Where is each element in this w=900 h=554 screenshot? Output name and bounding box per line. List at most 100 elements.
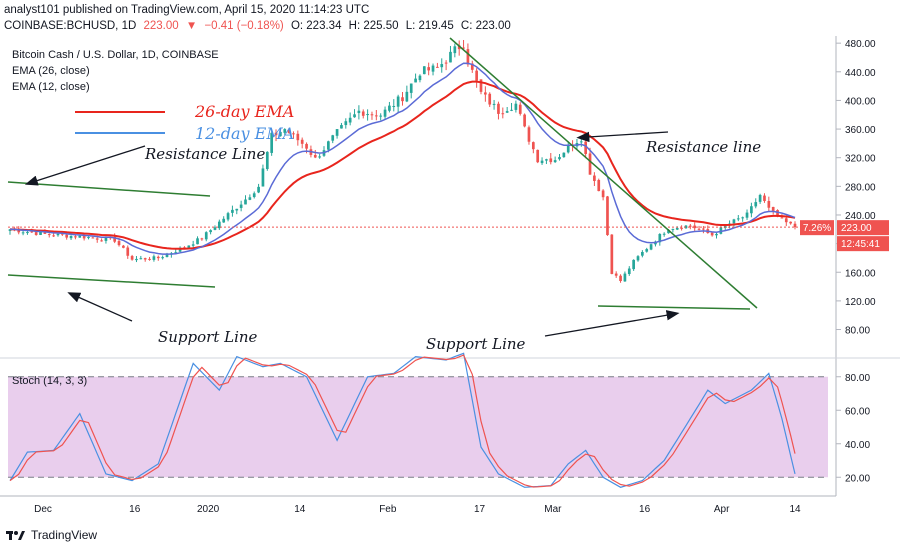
symbol-ohlc-line: COINBASE:BCHUSD, 1D 223.00 ▼ −0.41 (−0.1… bbox=[4, 18, 884, 34]
trendline-drawings bbox=[7, 37, 758, 310]
candle-body bbox=[444, 62, 448, 64]
candle-body bbox=[39, 231, 42, 235]
candle-body bbox=[265, 151, 269, 170]
candle-body bbox=[457, 45, 461, 50]
price-change: −0.41 (−0.18%) bbox=[204, 20, 284, 32]
candle-body bbox=[409, 83, 413, 93]
candle-body bbox=[165, 254, 169, 258]
candle-body bbox=[139, 258, 143, 260]
price-chart[interactable]: 480.00 440.00 400.00 360.00 320.00 280.00 240.… bbox=[0, 36, 900, 526]
time-tick-label: 16 bbox=[129, 504, 141, 515]
candle-body bbox=[239, 204, 243, 208]
candle-body bbox=[710, 232, 714, 236]
candle-body bbox=[156, 256, 160, 259]
candle-body bbox=[763, 195, 766, 201]
candle-body bbox=[610, 234, 614, 274]
candle-body bbox=[688, 225, 692, 227]
down-triangle-icon: ▼ bbox=[185, 20, 198, 32]
candle-body bbox=[440, 64, 444, 68]
candle-body bbox=[279, 131, 282, 137]
candle-body bbox=[30, 231, 34, 233]
candle-body bbox=[65, 234, 69, 238]
candle-body bbox=[784, 218, 788, 223]
candle-body bbox=[597, 179, 601, 192]
candle-body bbox=[667, 229, 670, 234]
candle-body bbox=[462, 47, 465, 49]
candle-body bbox=[641, 252, 644, 256]
candle-body bbox=[383, 109, 387, 117]
candle-body bbox=[174, 252, 178, 254]
candle-body bbox=[662, 233, 666, 235]
price-tick-label: 80.00 bbox=[845, 326, 870, 337]
price-tick-label: 480.00 bbox=[845, 39, 876, 50]
tradingview-footer[interactable]: TradingView bbox=[6, 528, 97, 542]
candle-body bbox=[82, 235, 86, 239]
last-price-axis-label: 223.00 bbox=[841, 223, 872, 234]
candle-body bbox=[270, 132, 274, 153]
candle-body bbox=[492, 103, 496, 105]
candle-body bbox=[130, 256, 134, 260]
candle-body bbox=[357, 110, 361, 114]
candle-body bbox=[741, 217, 745, 219]
candle-body bbox=[776, 210, 779, 217]
ema26-line bbox=[9, 80, 796, 250]
candle-body bbox=[318, 156, 321, 158]
candle-body bbox=[87, 237, 90, 239]
candle-body bbox=[675, 227, 679, 230]
stoch-tick-label: 20.00 bbox=[845, 473, 870, 484]
last-price: 223.00 bbox=[143, 20, 179, 32]
candle-body bbox=[545, 159, 548, 161]
candle-body bbox=[95, 238, 99, 240]
candle-body bbox=[335, 129, 339, 136]
candle-body bbox=[283, 129, 287, 133]
candle-body bbox=[21, 232, 25, 234]
candle-body bbox=[366, 114, 369, 116]
candle-body bbox=[767, 201, 771, 208]
candle-body bbox=[244, 199, 247, 205]
time-tick-label: 2020 bbox=[197, 504, 220, 515]
candle-body bbox=[780, 217, 784, 219]
candle-body bbox=[261, 168, 265, 187]
candle-body bbox=[200, 238, 204, 240]
pct-change-badge bbox=[800, 220, 834, 236]
candle-body bbox=[252, 193, 256, 198]
price-tick-label: 320.00 bbox=[845, 154, 876, 165]
right-support-line bbox=[597, 305, 751, 310]
time-tick-label: 16 bbox=[639, 504, 651, 515]
ema12-line bbox=[9, 62, 796, 255]
annotation-arrows bbox=[24, 131, 680, 337]
candle-body bbox=[501, 113, 505, 115]
candle-body bbox=[427, 67, 431, 71]
candle-body bbox=[497, 103, 500, 114]
candle-body bbox=[702, 228, 705, 230]
candle-body bbox=[588, 153, 592, 175]
candle-body bbox=[488, 93, 492, 105]
annotation-support-right: Support Line bbox=[426, 335, 526, 353]
candle-body bbox=[789, 221, 792, 224]
candle-body bbox=[649, 244, 653, 250]
candle-body bbox=[579, 141, 583, 143]
candle-body bbox=[531, 142, 535, 150]
candle-body bbox=[527, 127, 531, 142]
candle-body bbox=[300, 139, 304, 144]
candle-body bbox=[222, 218, 226, 223]
candle-body bbox=[719, 227, 723, 234]
price-tick-label: 440.00 bbox=[845, 68, 876, 79]
open-value: O: 223.34 bbox=[290, 20, 342, 32]
time-tick-label: Mar bbox=[544, 504, 562, 515]
candle-body bbox=[235, 208, 239, 211]
pct-change-text: 7.26% bbox=[803, 223, 831, 234]
candle-body bbox=[143, 258, 147, 260]
candle-body bbox=[52, 235, 55, 237]
candle-body bbox=[361, 111, 365, 116]
arrow-left-support bbox=[67, 292, 133, 322]
stoch-tick-label: 80.00 bbox=[845, 373, 870, 384]
candle-body bbox=[536, 149, 540, 163]
candle-body bbox=[287, 130, 291, 134]
candle-body bbox=[422, 66, 426, 75]
candle-body bbox=[231, 209, 234, 213]
candle-body bbox=[632, 259, 635, 270]
indicator-ema26-label: EMA (26, close) bbox=[12, 65, 90, 77]
candle-body bbox=[69, 235, 73, 239]
candle-body bbox=[379, 115, 383, 117]
